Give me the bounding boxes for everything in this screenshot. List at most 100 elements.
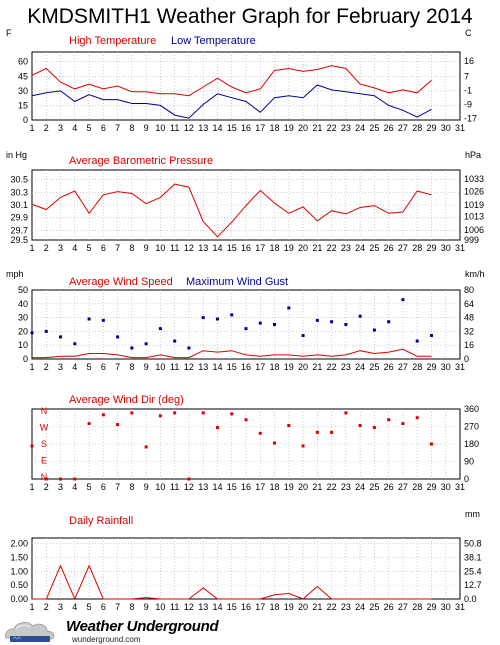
x-tick-label: 10 <box>155 482 165 492</box>
data-point <box>358 314 362 318</box>
x-tick-label: 9 <box>144 482 149 492</box>
data-point <box>101 318 105 322</box>
data-point <box>73 477 77 481</box>
data-point <box>344 323 348 326</box>
x-tick-label: 21 <box>312 482 322 492</box>
data-point <box>244 418 248 422</box>
x-tick-label: 26 <box>384 362 394 372</box>
x-tick-label: 28 <box>412 243 422 253</box>
data-point <box>401 298 405 302</box>
x-tick-label: 4 <box>72 482 77 492</box>
x-tick-label: 16 <box>241 123 251 133</box>
data-point <box>258 431 262 435</box>
x-tick-label: 23 <box>341 482 351 492</box>
x-tick-label: 26 <box>384 243 394 253</box>
x-tick-label: 11 <box>170 362 179 372</box>
data-point <box>330 320 334 324</box>
x-tick-label: 27 <box>398 123 408 133</box>
data-point <box>401 422 405 426</box>
plot-frame-3 <box>31 289 461 360</box>
x-tick-label: 7 <box>115 482 120 492</box>
data-point <box>59 335 63 339</box>
series-line-1 <box>31 183 432 238</box>
y-tick-label-left: 10 <box>18 340 28 350</box>
y-tick-label-right: 1006 <box>464 225 484 235</box>
x-tick-label: 16 <box>241 243 251 253</box>
x-tick-label: 2 <box>44 362 49 372</box>
y-tick-label-left: 0 <box>23 354 28 364</box>
data-point <box>344 411 348 415</box>
x-tick-label: 4 <box>72 602 77 612</box>
x-tick-label: 3 <box>58 482 63 492</box>
y-tick-label-left: 50 <box>18 285 28 295</box>
x-tick-label: 25 <box>369 243 379 253</box>
data-point <box>201 411 205 415</box>
data-point <box>44 477 48 481</box>
y-tick-label-left: 0.00 <box>10 594 28 604</box>
axis-unit-right: km/h <box>465 269 485 279</box>
x-tick-label: 14 <box>212 123 222 133</box>
x-tick-label: 22 <box>327 123 337 133</box>
y-tick-label-left: 30 <box>18 313 28 323</box>
y-tick-label-right: -1 <box>464 86 472 96</box>
x-tick-label: 31 <box>455 482 465 492</box>
x-tick-label: 26 <box>384 482 394 492</box>
x-tick-label: 12 <box>184 362 194 372</box>
x-tick-label: 14 <box>212 482 222 492</box>
x-tick-label: 31 <box>455 362 465 372</box>
x-tick-label: 1 <box>29 602 34 612</box>
x-tick-label: 15 <box>227 602 237 612</box>
x-tick-label: 5 <box>87 482 92 492</box>
data-point <box>273 441 277 445</box>
series-line-2 <box>31 84 432 119</box>
data-point <box>144 445 148 449</box>
y-tick-label-left: 0 <box>23 115 28 125</box>
x-tick-label: 30 <box>441 243 451 253</box>
x-tick-label: 14 <box>212 243 222 253</box>
x-tick-label: 25 <box>369 602 379 612</box>
data-point <box>215 425 219 429</box>
y-tick-label-left: 30 <box>18 86 28 96</box>
x-tick-label: 31 <box>455 602 465 612</box>
data-point <box>230 313 234 317</box>
x-tick-label: 11 <box>170 602 179 612</box>
y-tick-label-left: 45 <box>18 71 28 81</box>
weather-underground-logo-icon <box>5 622 55 642</box>
x-tick-label: 5 <box>87 602 92 612</box>
data-point <box>301 444 305 448</box>
x-tick-label: 19 <box>284 482 294 492</box>
x-tick-label: 8 <box>129 602 134 612</box>
x-tick-label: 18 <box>270 482 280 492</box>
x-tick-label: 21 <box>312 123 322 133</box>
x-tick-label: 13 <box>198 602 208 612</box>
x-tick-label: 5 <box>87 362 92 372</box>
y-tick-label-right: -9 <box>464 100 472 110</box>
legend-entry: Maximum Wind Gust <box>186 276 288 288</box>
compass-label: N <box>41 472 48 482</box>
x-tick-label: 24 <box>355 602 365 612</box>
x-tick-label: 15 <box>227 243 237 253</box>
x-tick-label: 16 <box>241 362 251 372</box>
x-tick-label: 1 <box>29 243 34 253</box>
legend-entry: Low Temperature <box>171 35 256 47</box>
x-tick-label: 29 <box>426 123 436 133</box>
x-tick-label: 30 <box>441 482 451 492</box>
y-tick-label-left: 20 <box>18 326 28 336</box>
data-point <box>315 318 319 322</box>
y-tick-label-left: 1.50 <box>10 552 28 562</box>
x-tick-label: 19 <box>284 362 294 372</box>
x-tick-label: 1 <box>29 482 34 492</box>
y-tick-label-right: 1033 <box>464 174 484 184</box>
x-tick-label: 3 <box>58 123 63 133</box>
data-point <box>158 327 162 331</box>
x-tick-label: 10 <box>155 602 165 612</box>
x-tick-label: 26 <box>384 602 394 612</box>
x-tick-label: 8 <box>129 362 134 372</box>
x-tick-label: 4 <box>72 362 77 372</box>
x-tick-label: 12 <box>184 602 194 612</box>
x-tick-label: 10 <box>155 243 165 253</box>
x-tick-label: 18 <box>270 243 280 253</box>
y-tick-label-left: 29.9 <box>10 213 28 223</box>
y-tick-label-right: 64 <box>464 299 474 309</box>
data-point <box>415 339 419 343</box>
